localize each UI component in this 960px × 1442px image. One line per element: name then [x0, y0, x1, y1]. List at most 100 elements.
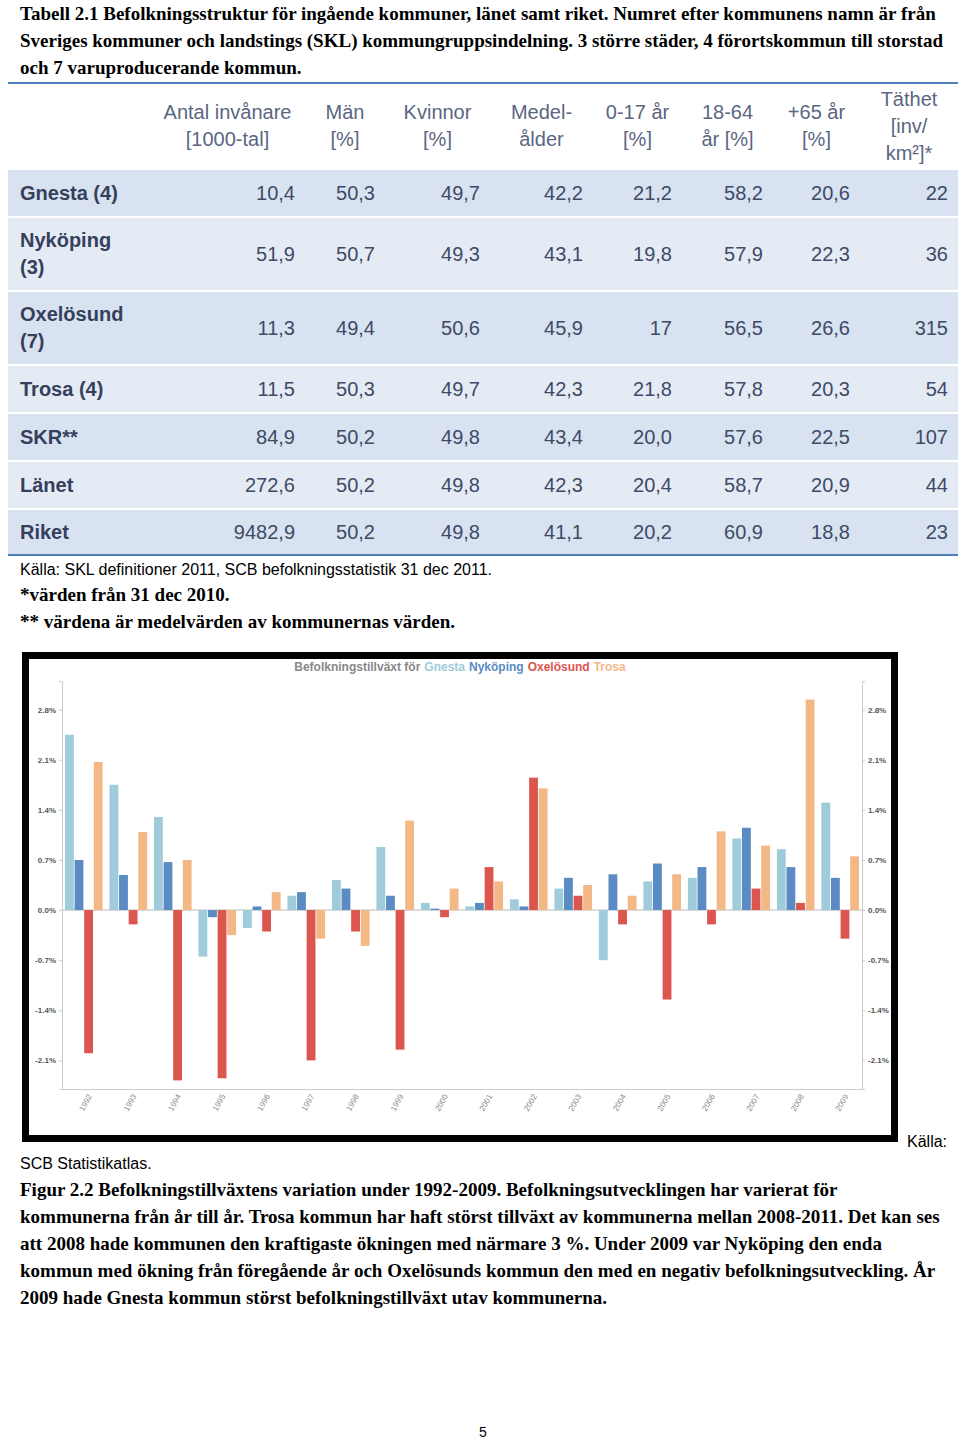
table-cell: 18,8	[773, 510, 860, 556]
tick-label: 1.4%	[868, 806, 886, 815]
bar	[628, 896, 637, 910]
bar	[243, 910, 252, 928]
table-cell: 50,2	[305, 414, 385, 460]
tick-label: 1994	[166, 1092, 183, 1112]
tick-label: 2.1%	[38, 756, 56, 765]
table-cell: 60,9	[682, 510, 773, 556]
table-row: Gnesta (4)10,450,349,742,221,258,220,622	[8, 170, 958, 216]
header-text: km²]*	[860, 140, 958, 167]
tick-label: 2005	[656, 1092, 673, 1112]
bar	[529, 778, 538, 910]
tick-label: 2.1%	[868, 756, 886, 765]
bar	[440, 910, 449, 917]
bar	[332, 880, 341, 910]
tick-mark	[862, 1010, 865, 1011]
figure-source: SCB Statistikatlas.	[20, 1155, 152, 1173]
tick-label: 1998	[344, 1092, 361, 1112]
chart-frame	[26, 656, 895, 1139]
tick-label: -0.7%	[868, 956, 889, 965]
y-tick: -2.1%	[862, 1056, 889, 1065]
bar	[786, 867, 795, 910]
tick-label: 1997	[300, 1092, 317, 1112]
axis-line	[863, 682, 866, 1090]
plot-area	[62, 700, 862, 1081]
bar	[297, 892, 306, 910]
header-cell: Medel-ålder	[490, 82, 593, 168]
bar	[316, 910, 325, 939]
table-cell: 49,8	[385, 462, 490, 508]
tick-label: 1999	[389, 1092, 406, 1112]
bar-series	[75, 828, 840, 917]
table-row: SKR**84,950,249,843,420,057,622,5107	[8, 414, 958, 460]
table-cell: 107	[860, 414, 958, 460]
bar	[386, 896, 395, 910]
header-cell	[8, 82, 150, 168]
header-text: Män	[305, 99, 385, 126]
table-cell: 50,2	[305, 462, 385, 508]
tick-label: 2008	[789, 1092, 806, 1112]
table-cell: 26,6	[773, 292, 860, 364]
table-cell: 11,5	[150, 366, 305, 412]
header-text: [%]	[385, 126, 490, 153]
bar	[742, 828, 751, 910]
bar	[806, 700, 815, 910]
x-tick: 1999	[389, 1089, 406, 1113]
bar	[688, 878, 697, 910]
table-cell: 49,7	[385, 170, 490, 216]
row-label: Riket	[8, 510, 150, 556]
bar	[609, 874, 618, 910]
bar	[777, 849, 786, 910]
bar	[109, 785, 118, 910]
header-text: 18-64	[682, 99, 773, 126]
bar	[465, 906, 474, 910]
tick-label: 2009	[834, 1092, 851, 1112]
header-text: [inv/	[860, 113, 958, 140]
bar	[583, 885, 592, 910]
row-label: Oxelösund (7)	[8, 292, 150, 364]
table-cell: 22	[860, 170, 958, 216]
tick-mark	[862, 710, 865, 711]
bar	[841, 910, 850, 939]
table-cell: 50,7	[305, 218, 385, 290]
bar	[752, 889, 761, 910]
table-cell: 54	[860, 366, 958, 412]
tick-label: 2002	[522, 1092, 539, 1112]
table-cell: 58,7	[682, 462, 773, 508]
x-tick: 1996	[255, 1089, 272, 1113]
table-row: Oxelösund (7)11,349,450,645,91756,526,63…	[8, 292, 958, 364]
bar-series	[94, 700, 859, 946]
table-cell: 57,8	[682, 366, 773, 412]
bar	[208, 910, 217, 917]
header-text: [1000-tal]	[150, 126, 305, 153]
header-text: Täthet	[860, 86, 958, 113]
header-cell: 0-17 år[%]	[593, 82, 682, 168]
header-cell: Täthet[inv/km²]*	[860, 82, 958, 168]
table-cell: 36	[860, 218, 958, 290]
table-cell: 9482,9	[150, 510, 305, 556]
bar	[599, 910, 608, 960]
table-cell: 20,6	[773, 170, 860, 216]
table-row: Riket9482,950,249,841,120,260,918,823	[8, 510, 958, 556]
table-note: *värden från 31 dec 2010.	[20, 584, 230, 606]
table-cell: 20,2	[593, 510, 682, 556]
legend-entry: Gnesta	[424, 660, 465, 674]
y-tick: 0.7%	[38, 856, 62, 865]
bar	[663, 910, 672, 999]
tick-label: 0.7%	[868, 856, 886, 865]
bar	[84, 910, 93, 1053]
tick-label: 2004	[611, 1092, 628, 1112]
bar	[227, 910, 236, 935]
bar	[198, 910, 207, 957]
bar	[698, 867, 707, 910]
tick-label: -0.7%	[35, 956, 56, 965]
header-text: +65 år	[773, 99, 860, 126]
tick-mark	[59, 810, 62, 811]
bar	[520, 906, 529, 910]
tick-label: -1.4%	[35, 1006, 56, 1015]
tick-mark	[862, 1060, 865, 1061]
y-tick: 1.4%	[38, 806, 62, 815]
data-table: Antal invånare[1000-tal]Män[%]Kvinnor[%]…	[8, 80, 958, 558]
axis-line	[59, 682, 63, 1090]
header-text: år [%]	[682, 126, 773, 153]
tick-mark	[862, 810, 865, 811]
